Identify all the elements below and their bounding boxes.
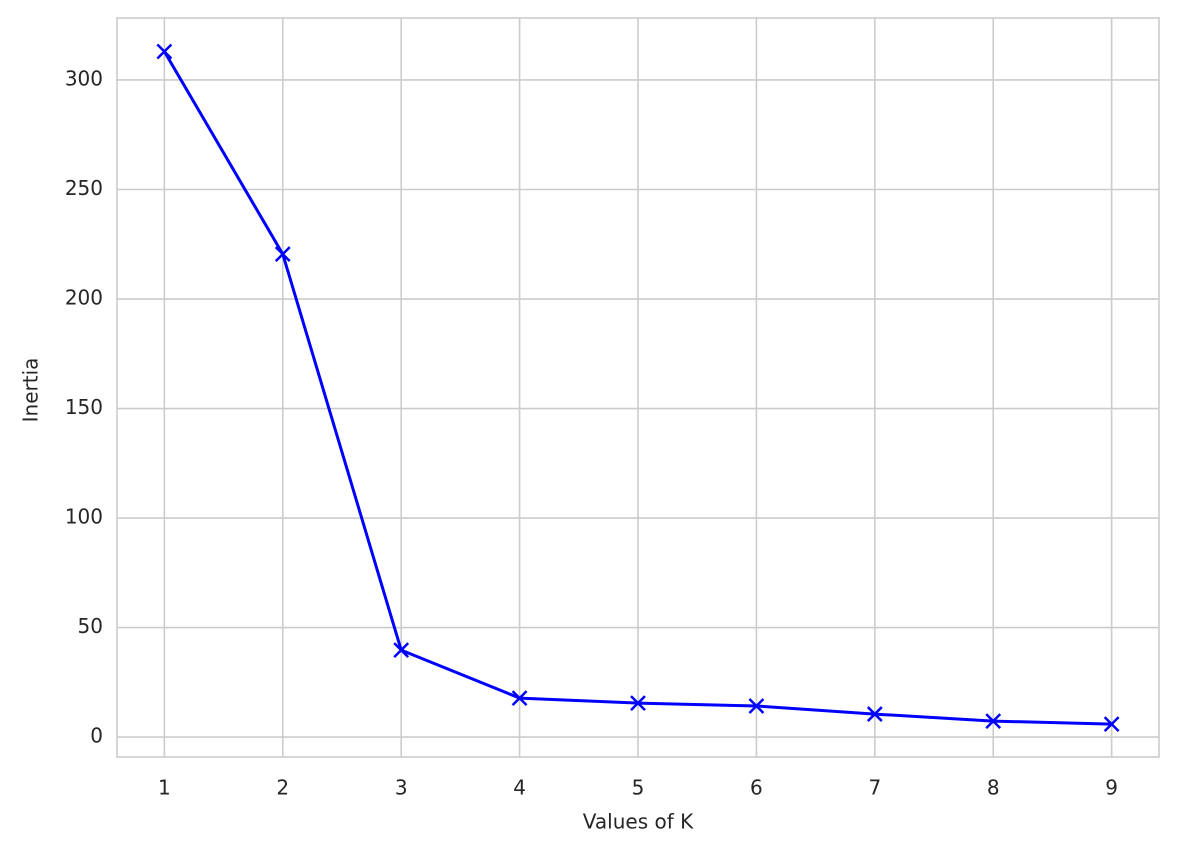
x-tick-label: 7 (868, 776, 881, 800)
x-tick-label: 3 (395, 776, 408, 800)
y-tick-label: 250 (65, 176, 103, 200)
y-tick-label: 50 (78, 614, 103, 638)
y-tick-label: 200 (65, 286, 103, 310)
data-marker (1103, 716, 1120, 733)
x-tick-label: 9 (1105, 776, 1118, 800)
data-marker (866, 706, 883, 722)
data-marker (393, 642, 410, 658)
y-tick-label: 100 (65, 505, 103, 529)
y-tick-label: 150 (65, 395, 103, 419)
y-tick-label: 300 (65, 66, 103, 90)
data-marker (748, 698, 765, 714)
x-tick-label: 8 (987, 776, 1000, 800)
y-tick-label: 0 (90, 724, 103, 748)
data-marker (985, 713, 1002, 729)
x-tick-label: 4 (513, 776, 526, 800)
data-marker (156, 43, 173, 60)
data-marker (630, 695, 646, 712)
data-marker (511, 690, 528, 706)
x-tick-label: 5 (632, 776, 645, 800)
x-axis-label: Values of K (583, 810, 694, 834)
x-tick-label: 2 (276, 776, 289, 800)
x-tick-label: 6 (750, 776, 763, 800)
x-tick-label: 1 (158, 776, 171, 800)
plot-frame (116, 17, 1160, 758)
y-axis-label: Inertia (19, 358, 43, 423)
data-marker (274, 246, 291, 262)
